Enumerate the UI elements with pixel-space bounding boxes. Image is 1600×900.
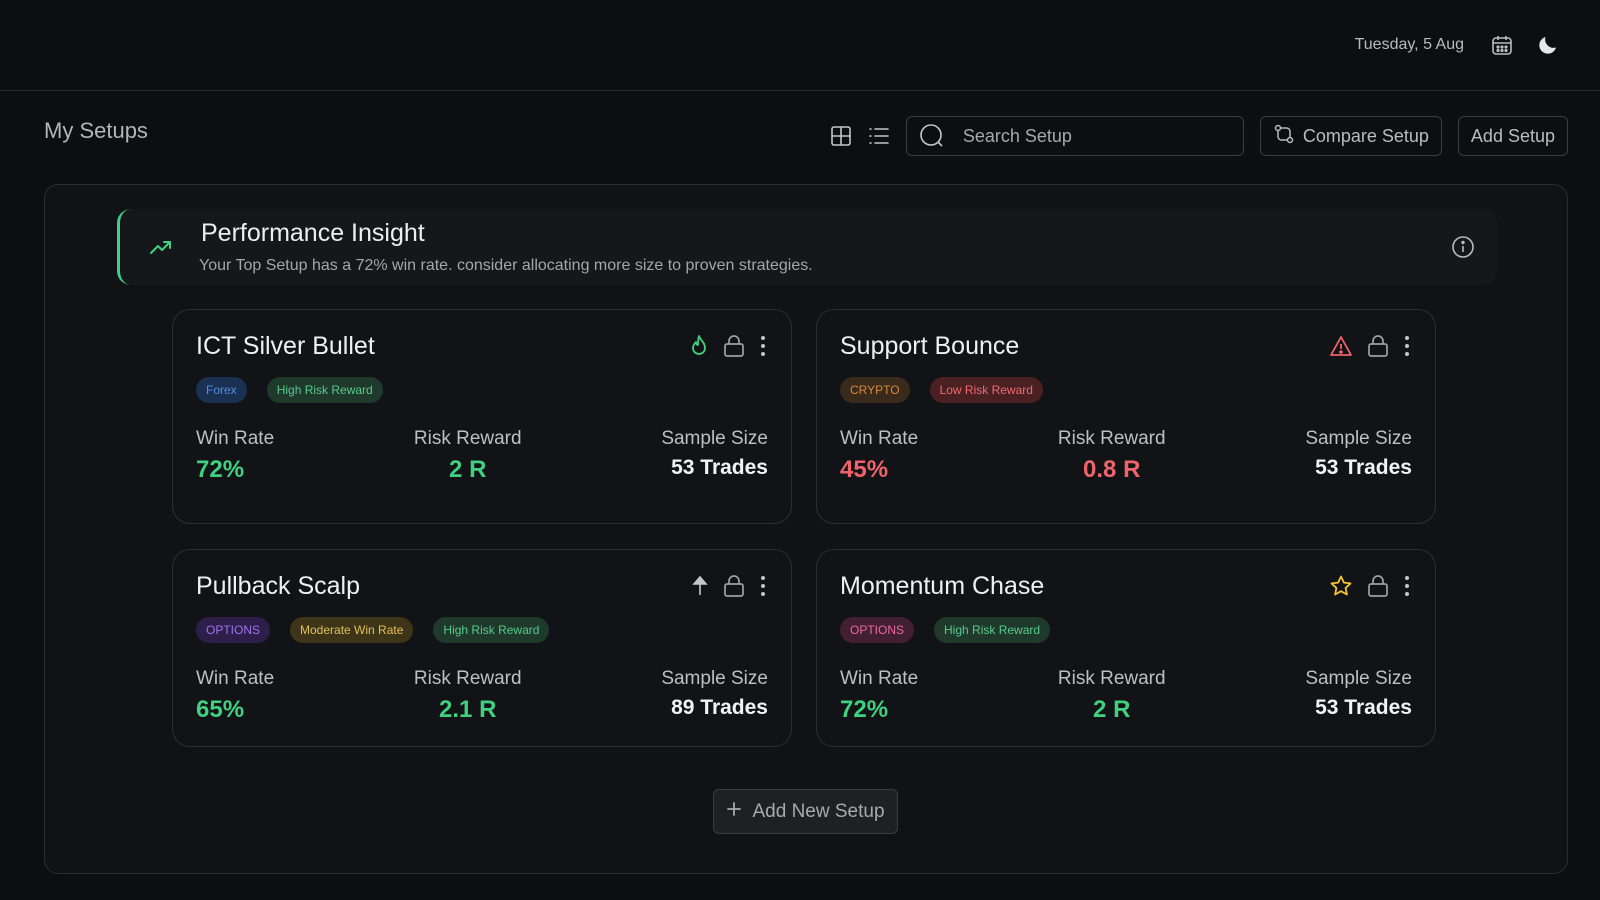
setup-card-momentum-chase[interactable]: Momentum Chase OPTIONS High Risk Reward … [816,549,1436,747]
lock-icon[interactable] [1367,574,1389,603]
win-rate-label: Win Rate [196,668,275,689]
add-new-setup-button[interactable]: Add New Setup [713,789,898,834]
risk-reward-value: 2.1 R [439,696,497,723]
compare-icon [1273,123,1295,150]
win-rate-value: 45% [840,456,889,483]
setup-card-ict-silver-bullet[interactable]: ICT Silver Bullet Forex High Risk Reward… [172,309,792,524]
sample-size-value: 53 Trades [1315,456,1412,479]
risk-reward-label: Risk Reward [1057,668,1166,689]
more-options-icon[interactable] [759,335,767,362]
moon-icon[interactable] [1536,33,1560,57]
tag-market: OPTIONS [840,617,915,643]
flame-icon [689,334,709,363]
lock-icon[interactable] [1367,334,1389,363]
tag-risk: High Risk Reward [266,377,383,403]
search-box [905,116,1244,156]
top-bar: Tuesday, 5 Aug [0,0,1600,91]
win-rate-value: 72% [196,456,245,483]
risk-reward-label: Risk Reward [413,668,522,689]
more-options-icon[interactable] [759,575,767,602]
risk-reward-value: 2 R [449,456,487,483]
star-icon [1329,574,1353,603]
tag-risk: High Risk Reward [934,617,1051,643]
setup-card-pullback-scalp[interactable]: Pullback Scalp OPTIONS Moderate Win Rate… [172,549,792,747]
search-icon [919,123,945,149]
warning-icon [1329,334,1353,363]
sample-size-value: 53 Trades [1315,696,1412,719]
tag-market: OPTIONS [196,617,271,643]
sample-size-value: 53 Trades [671,456,768,479]
trending-up-icon [149,235,173,264]
risk-reward-value: 0.8 R [1083,456,1141,483]
setup-name: ICT Silver Bullet [196,332,375,360]
win-rate-label: Win Rate [840,428,919,449]
sample-size-label: Sample Size [1305,428,1412,449]
sample-size-label: Sample Size [661,668,768,689]
lock-icon[interactable] [723,334,745,363]
page-title: My Setups [44,118,148,143]
list-view-icon[interactable] [868,125,890,147]
lock-icon[interactable] [723,574,745,603]
calendar-icon[interactable] [1490,33,1514,57]
setup-name: Momentum Chase [840,572,1045,600]
insight-title: Performance Insight [201,219,425,247]
tag-risk: Low Risk Reward [929,377,1043,403]
win-rate-value: 65% [196,696,245,723]
sample-size-value: 89 Trades [671,696,768,719]
insight-text: Your Top Setup has a 72% win rate. consi… [199,257,813,274]
tag-risk: High Risk Reward [433,617,550,643]
setup-card-support-bounce[interactable]: Support Bounce CRYPTO Low Risk Reward Wi… [816,309,1436,524]
grid-view-icon[interactable] [830,125,852,147]
arrow-up-icon [691,574,709,603]
tag-market: CRYPTO [840,377,910,403]
add-setup-button[interactable]: Add Setup [1457,116,1568,156]
toolbar: Compare Setup Add Setup [830,116,1568,156]
info-icon[interactable] [1451,235,1475,259]
plus-icon [726,801,742,823]
view-toggle [830,125,890,147]
add-setup-label: Add Setup [1470,125,1555,146]
tag-market: Forex [196,377,247,403]
risk-reward-label: Risk Reward [1057,428,1166,449]
setup-name: Pullback Scalp [196,572,360,600]
compare-setup-button[interactable]: Compare Setup [1259,116,1442,156]
risk-reward-label: Risk Reward [413,428,522,449]
current-date: Tuesday, 5 Aug [1354,36,1464,53]
more-options-icon[interactable] [1403,335,1411,362]
setup-name: Support Bounce [840,332,1020,360]
sample-size-label: Sample Size [1305,668,1412,689]
tag-win-rate: Moderate Win Rate [290,617,414,643]
compare-setup-label: Compare Setup [1302,125,1429,146]
insight-accent [117,209,133,285]
win-rate-value: 72% [840,696,889,723]
risk-reward-value: 2 R [1093,696,1131,723]
sample-size-label: Sample Size [661,428,768,449]
win-rate-label: Win Rate [196,428,275,449]
win-rate-label: Win Rate [840,668,919,689]
search-input[interactable] [962,125,1223,147]
add-new-setup-label: Add New Setup [752,800,885,822]
more-options-icon[interactable] [1403,575,1411,602]
performance-insight: Performance Insight Your Top Setup has a… [117,209,1497,285]
setups-panel: Performance Insight Your Top Setup has a… [44,184,1568,874]
